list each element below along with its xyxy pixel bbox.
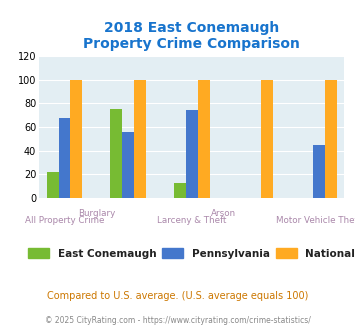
Bar xyxy=(110,109,122,198)
Bar xyxy=(134,80,146,198)
Bar xyxy=(122,132,134,198)
Text: Larceny & Theft: Larceny & Theft xyxy=(157,216,226,225)
Bar xyxy=(70,80,82,198)
Text: Burglary: Burglary xyxy=(78,209,115,218)
Bar xyxy=(313,145,325,198)
Bar xyxy=(325,80,337,198)
Text: Motor Vehicle Theft: Motor Vehicle Theft xyxy=(277,216,355,225)
Bar xyxy=(174,182,186,198)
Bar xyxy=(59,117,70,198)
Bar xyxy=(198,80,209,198)
Bar xyxy=(261,80,273,198)
Text: All Property Crime: All Property Crime xyxy=(25,216,104,225)
Text: © 2025 CityRating.com - https://www.cityrating.com/crime-statistics/: © 2025 CityRating.com - https://www.city… xyxy=(45,316,310,325)
Title: 2018 East Conemaugh
Property Crime Comparison: 2018 East Conemaugh Property Crime Compa… xyxy=(83,20,300,51)
Text: Arson: Arson xyxy=(211,209,236,218)
Legend: East Conemaugh, Pennsylvania, National: East Conemaugh, Pennsylvania, National xyxy=(24,244,355,263)
Text: Compared to U.S. average. (U.S. average equals 100): Compared to U.S. average. (U.S. average … xyxy=(47,291,308,301)
Bar xyxy=(47,172,59,198)
Bar xyxy=(186,111,198,198)
